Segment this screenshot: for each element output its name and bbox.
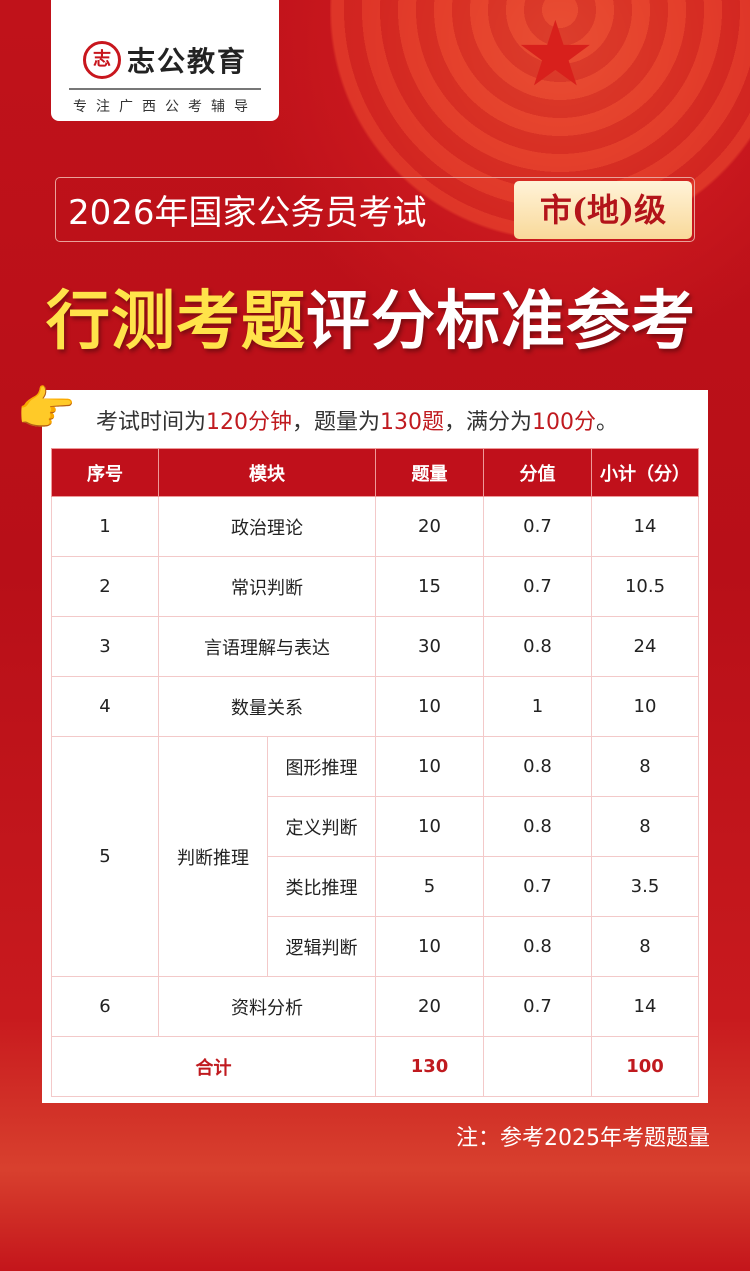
- cell-subtotal: 8: [591, 916, 699, 977]
- cell-value: 1: [483, 676, 592, 737]
- cell-submodule: 逻辑判断: [267, 916, 376, 977]
- cell-value: 0.7: [483, 976, 592, 1037]
- logo-divider: [69, 88, 261, 90]
- cell-value: 0.8: [483, 796, 592, 857]
- intro-text: 。: [596, 410, 619, 435]
- table-row: 定义判断 10 0.8 8: [52, 796, 699, 857]
- full-score: 100分: [532, 410, 597, 435]
- cell-no: 3: [51, 616, 159, 677]
- brand-slogan: 专注广西公考辅导: [73, 99, 257, 115]
- header-value: 分值: [483, 448, 592, 497]
- cell-qty: 10: [375, 736, 484, 797]
- cell-value: 0.7: [483, 496, 592, 557]
- total-label: 合计: [51, 1036, 376, 1097]
- cell-subtotal: 10: [591, 676, 699, 737]
- title-highlight: 行测考题: [46, 284, 306, 359]
- cell-submodule: 图形推理: [267, 736, 376, 797]
- cell-subtotal: 14: [591, 496, 699, 557]
- cell-qty: 10: [375, 796, 484, 857]
- header-no: 序号: [51, 448, 159, 497]
- cell-qty: 30: [375, 616, 484, 677]
- table-row: 4 数量关系 10 1 10: [51, 676, 699, 737]
- cell-no: 2: [51, 556, 159, 617]
- table-header: 序号 模块 题量 分值 小计（分）: [51, 448, 699, 497]
- cell-subtotal: 14: [591, 976, 699, 1037]
- subtitle: 2026年国家公务员考试: [68, 193, 427, 233]
- star-icon: ★: [515, 2, 596, 107]
- table-row: 逻辑判断 10 0.8 8: [52, 916, 699, 977]
- cell-module: 资料分析: [158, 976, 376, 1037]
- cell-subtotal: 10.5: [591, 556, 699, 617]
- cell-qty: 20: [375, 496, 484, 557]
- cell-no: 4: [51, 676, 159, 737]
- footnote: 注：参考2025年考题题量: [456, 1126, 710, 1151]
- cell-qty: 20: [375, 976, 484, 1037]
- cell-submodule: 定义判断: [267, 796, 376, 857]
- exam-time: 120分钟: [206, 410, 293, 435]
- cell-value: 0.8: [483, 916, 592, 977]
- cell-value: 0.7: [483, 556, 592, 617]
- subtitle-box: 2026年国家公务员考试 市(地)级: [55, 177, 695, 242]
- total-qty: 130: [375, 1036, 484, 1097]
- table-row: 类比推理 5 0.7 3.5: [52, 856, 699, 917]
- cell-module: 政治理论: [158, 496, 376, 557]
- pointing-hand-icon: 👉: [16, 381, 76, 437]
- cell-qty: 10: [375, 676, 484, 737]
- cell-no: 5: [51, 736, 159, 977]
- cell-module: 常识判断: [158, 556, 376, 617]
- table-row: 3 言语理解与表达 30 0.8 24: [51, 616, 699, 677]
- question-count: 130题: [380, 410, 445, 435]
- total-value: [483, 1036, 592, 1097]
- brand-name: 志公教育: [126, 45, 247, 78]
- cell-qty: 15: [375, 556, 484, 617]
- cell-subtotal: 8: [591, 736, 699, 797]
- exam-intro: 考试时间为120分钟，题量为130题，满分为100分。: [96, 404, 706, 436]
- cell-subtotal: 24: [591, 616, 699, 677]
- header-subtotal: 小计（分）: [591, 448, 699, 497]
- cell-qty: 10: [375, 916, 484, 977]
- table-row: 1 政治理论 20 0.7 14: [51, 496, 699, 557]
- intro-text: ，满分为: [444, 410, 533, 435]
- brand-logo: 志 志公教育 专注广西公考辅导: [51, 0, 279, 121]
- cell-subtotal: 3.5: [591, 856, 699, 917]
- cell-submodule: 类比推理: [267, 856, 376, 917]
- cell-no: 6: [51, 976, 159, 1037]
- cell-qty: 5: [375, 856, 484, 917]
- cell-module: 数量关系: [158, 676, 376, 737]
- cell-module: 言语理解与表达: [158, 616, 376, 677]
- title-rest: 评分标准参考: [306, 284, 696, 359]
- scoring-table: 序号 模块 题量 分值 小计（分） 1 政治理论 20 0.7 14 2 常识判断 15 0.7…: [51, 448, 699, 1097]
- level-badge: 市(地)级: [514, 180, 692, 239]
- cell-value: 0.8: [483, 736, 592, 797]
- cell-no: 1: [51, 496, 159, 557]
- total-row: 合计 130 100: [51, 1036, 699, 1097]
- table-row: 5 判断推理 图形推理 10 0.8 8: [51, 736, 699, 977]
- table-row: 2 常识判断 15 0.7 10.5: [51, 556, 699, 617]
- intro-text: 考试时间为: [96, 410, 207, 435]
- header-qty: 题量: [375, 448, 484, 497]
- total-subtotal: 100: [591, 1036, 699, 1097]
- cell-module: 判断推理: [158, 736, 268, 977]
- table-row: 6 资料分析 20 0.7 14: [51, 976, 699, 1037]
- cell-value: 0.7: [483, 856, 592, 917]
- logo-seal-icon: 志: [82, 41, 121, 79]
- intro-text: ，题量为: [292, 410, 381, 435]
- cell-subtotal: 8: [591, 796, 699, 857]
- header-module: 模块: [158, 448, 376, 497]
- cell-value: 0.8: [483, 616, 592, 677]
- page-title: 行测考题评分标准参考: [46, 270, 706, 362]
